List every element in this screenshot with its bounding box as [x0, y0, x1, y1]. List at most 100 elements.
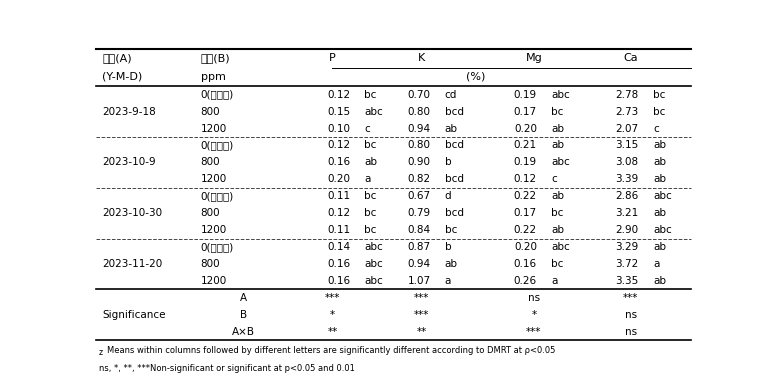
- Text: a: a: [551, 276, 558, 286]
- Text: *: *: [329, 310, 335, 320]
- Text: 3.35: 3.35: [615, 276, 638, 286]
- Text: 0(무치리): 0(무치리): [200, 141, 234, 150]
- Text: 0.11: 0.11: [327, 225, 350, 235]
- Text: z: z: [99, 347, 103, 356]
- Text: ab: ab: [654, 276, 667, 286]
- Text: b: b: [445, 242, 452, 252]
- Text: c: c: [364, 124, 370, 133]
- Text: a: a: [654, 259, 660, 269]
- Text: 0.19: 0.19: [514, 157, 537, 167]
- Text: *: *: [531, 310, 536, 320]
- Text: bc: bc: [551, 107, 564, 116]
- Text: 0.94: 0.94: [408, 124, 431, 133]
- Text: 0.14: 0.14: [327, 242, 350, 252]
- Text: 0.82: 0.82: [408, 174, 431, 184]
- Text: 800: 800: [200, 107, 220, 116]
- Text: Significance: Significance: [102, 310, 166, 320]
- Text: ab: ab: [445, 124, 458, 133]
- Text: 2.07: 2.07: [615, 124, 638, 133]
- Text: cd: cd: [445, 90, 457, 100]
- Text: A: A: [240, 293, 247, 303]
- Text: a: a: [364, 174, 371, 184]
- Text: 3.15: 3.15: [615, 141, 638, 150]
- Text: 0.20: 0.20: [514, 124, 537, 133]
- Text: 3.39: 3.39: [615, 174, 638, 184]
- Text: 0.87: 0.87: [408, 242, 431, 252]
- Text: 0.16: 0.16: [327, 276, 350, 286]
- Text: c: c: [551, 174, 557, 184]
- Text: 0.67: 0.67: [408, 191, 431, 201]
- Text: c: c: [654, 124, 659, 133]
- Text: 1.07: 1.07: [408, 276, 431, 286]
- Text: 0.22: 0.22: [514, 225, 537, 235]
- Text: abc: abc: [364, 259, 383, 269]
- Text: 0.19: 0.19: [514, 90, 537, 100]
- Text: bcd: bcd: [445, 208, 464, 218]
- Text: bc: bc: [654, 107, 666, 116]
- Text: ns: ns: [528, 293, 540, 303]
- Text: a: a: [445, 276, 452, 286]
- Text: 0.15: 0.15: [327, 107, 350, 116]
- Text: ab: ab: [551, 191, 564, 201]
- Text: ns, *, **, ***Non-significant or significant at p<0.05 and 0.01: ns, *, **, ***Non-significant or signifi…: [99, 364, 355, 373]
- Text: ***: ***: [414, 310, 429, 320]
- Text: ab: ab: [551, 141, 564, 150]
- Text: bc: bc: [551, 259, 564, 269]
- Text: 0.80: 0.80: [408, 107, 431, 116]
- Text: 농도(B): 농도(B): [200, 53, 230, 64]
- Text: 0.16: 0.16: [327, 259, 350, 269]
- Text: bc: bc: [364, 141, 376, 150]
- Text: d: d: [445, 191, 452, 201]
- Text: bc: bc: [551, 208, 564, 218]
- Text: 3.29: 3.29: [615, 242, 638, 252]
- Text: ***: ***: [623, 293, 638, 303]
- Text: 0.79: 0.79: [408, 208, 431, 218]
- Text: 0.16: 0.16: [514, 259, 537, 269]
- Text: bc: bc: [654, 90, 666, 100]
- Text: 0.80: 0.80: [408, 141, 431, 150]
- Text: 2023-11-20: 2023-11-20: [102, 259, 163, 269]
- Text: 1200: 1200: [200, 174, 227, 184]
- Text: 0.11: 0.11: [327, 191, 350, 201]
- Text: 0.20: 0.20: [327, 174, 350, 184]
- Text: 0(무치리): 0(무치리): [200, 191, 234, 201]
- Text: 3.72: 3.72: [615, 259, 638, 269]
- Text: 2.90: 2.90: [615, 225, 638, 235]
- Text: abc: abc: [364, 242, 383, 252]
- Text: ***: ***: [414, 293, 429, 303]
- Text: bc: bc: [364, 191, 376, 201]
- Text: bc: bc: [364, 225, 376, 235]
- Text: K: K: [418, 53, 425, 64]
- Text: 0.10: 0.10: [327, 124, 350, 133]
- Text: 2023-10-9: 2023-10-9: [102, 157, 156, 167]
- Text: abc: abc: [364, 276, 383, 286]
- Text: 2023-10-30: 2023-10-30: [102, 208, 162, 218]
- Text: ab: ab: [654, 141, 667, 150]
- Text: Ca: Ca: [624, 53, 638, 64]
- Text: (%): (%): [466, 72, 485, 82]
- Text: 2.73: 2.73: [615, 107, 638, 116]
- Text: 3.08: 3.08: [615, 157, 638, 167]
- Text: bc: bc: [364, 90, 376, 100]
- Text: ab: ab: [445, 259, 458, 269]
- Text: ***: ***: [325, 293, 340, 303]
- Text: ***: ***: [526, 327, 541, 337]
- Text: bc: bc: [445, 225, 457, 235]
- Text: 날짜(A): 날짜(A): [102, 53, 132, 64]
- Text: abc: abc: [551, 157, 570, 167]
- Text: bcd: bcd: [445, 141, 464, 150]
- Text: 0.94: 0.94: [408, 259, 431, 269]
- Text: ab: ab: [551, 124, 564, 133]
- Text: abc: abc: [551, 90, 570, 100]
- Text: 0.26: 0.26: [514, 276, 537, 286]
- Text: P: P: [329, 53, 336, 64]
- Text: 0.12: 0.12: [514, 174, 537, 184]
- Text: 800: 800: [200, 208, 220, 218]
- Text: 0.16: 0.16: [327, 157, 350, 167]
- Text: 0.12: 0.12: [327, 208, 350, 218]
- Text: abc: abc: [654, 191, 672, 201]
- Text: 0(무치리): 0(무치리): [200, 242, 234, 252]
- Text: 1200: 1200: [200, 276, 227, 286]
- Text: A×B: A×B: [232, 327, 255, 337]
- Text: Mg: Mg: [525, 53, 542, 64]
